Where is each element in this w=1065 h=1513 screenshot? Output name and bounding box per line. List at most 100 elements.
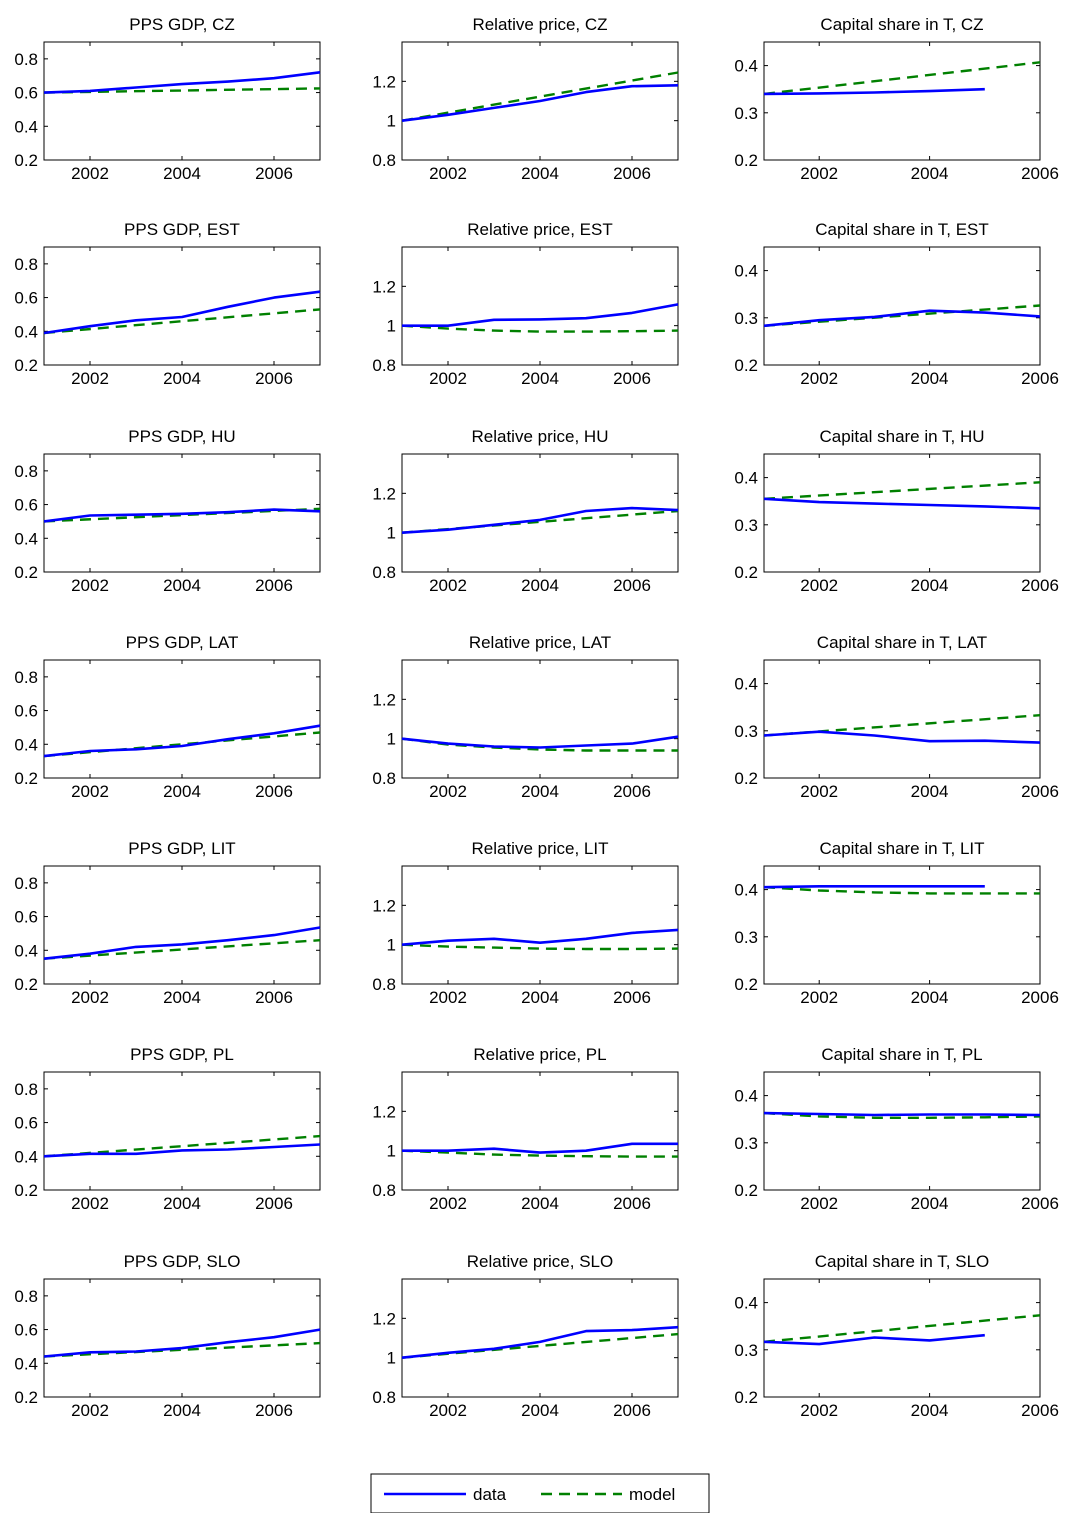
chart-title: PPS GDP, PL [130, 1045, 234, 1064]
y-tick-label: 0.2 [14, 356, 38, 375]
series-line-data [43, 71, 321, 94]
y-tick-label: 0.4 [734, 1294, 758, 1313]
x-tick-label: 2002 [800, 164, 838, 183]
x-tick-label: 2004 [911, 369, 949, 388]
y-tick-label: 0.2 [734, 769, 758, 788]
x-tick-label: 2004 [521, 782, 559, 801]
y-tick-label: 0.2 [734, 1181, 758, 1200]
chart-panel: Capital share in T, EST 2002 2004 2006 0.2 0.… [734, 220, 1059, 388]
x-tick-label: 2006 [1021, 1401, 1059, 1420]
x-tick-label: 2002 [71, 369, 109, 388]
x-tick-label: 2002 [71, 782, 109, 801]
series-line-data [763, 1333, 985, 1346]
plot-area [763, 246, 1041, 366]
y-tick-label: 0.3 [734, 1341, 758, 1360]
plot-area [763, 453, 1041, 573]
plot-area [401, 246, 679, 366]
y-tick-label: 0.4 [14, 941, 38, 960]
series-line-data [401, 928, 679, 946]
y-tick-label: 1 [387, 730, 396, 749]
plot-area [763, 1071, 1041, 1191]
x-tick-label: 2004 [911, 576, 949, 595]
plot-area [43, 865, 321, 985]
plot-area [763, 659, 1041, 779]
y-tick-label: 0.6 [14, 496, 38, 515]
y-tick-label: 0.6 [14, 1114, 38, 1133]
x-tick-label: 2006 [1021, 576, 1059, 595]
y-tick-label: 0.8 [14, 1287, 38, 1306]
series-line-model [43, 1341, 321, 1358]
x-tick-label: 2002 [429, 988, 467, 1007]
plot-area [401, 1278, 679, 1398]
series-line-data [43, 290, 321, 335]
chart-title: Capital share in T, EST [815, 220, 989, 239]
chart-panel: Relative price, CZ 2002 2004 2006 0.8 1 1.2 [372, 15, 679, 183]
chart-panel: Relative price, PL 2002 2004 2006 0.8 1 1.2 [372, 1045, 679, 1213]
x-tick-label: 2006 [1021, 164, 1059, 183]
plot-area [43, 1278, 321, 1398]
y-tick-label: 0.2 [734, 975, 758, 994]
y-tick-label: 0.4 [14, 735, 38, 754]
y-tick-label: 0.2 [14, 975, 38, 994]
plot-area [763, 41, 1041, 161]
plot-area [43, 659, 321, 779]
chart-panel: Capital share in T, PL 2002 2004 2006 0.2 0.3… [734, 1045, 1059, 1213]
chart-panel: PPS GDP, LIT 2002 2004 2006 0.2 0.4 0.6 0.8 [14, 839, 321, 1007]
x-tick-label: 2006 [255, 782, 293, 801]
y-tick-label: 0.4 [14, 117, 38, 136]
x-tick-label: 2002 [71, 164, 109, 183]
y-tick-label: 0.4 [14, 322, 38, 341]
plot-area [43, 41, 321, 161]
series-line-data [43, 508, 321, 523]
plot-area [43, 246, 321, 366]
y-tick-label: 0.3 [734, 104, 758, 123]
chart-title: PPS GDP, CZ [129, 15, 235, 34]
chart-title: PPS GDP, LAT [126, 633, 239, 652]
y-tick-label: 0.3 [734, 722, 758, 741]
y-tick-label: 0.2 [14, 151, 38, 170]
y-tick-label: 0.3 [734, 928, 758, 947]
chart-panel: Relative price, HU 2002 2004 2006 0.8 1 1.2 [372, 427, 679, 595]
x-tick-label: 2006 [613, 576, 651, 595]
series-line-data [43, 1328, 321, 1358]
chart-title: Relative price, CZ [472, 15, 607, 34]
chart-panel: PPS GDP, LAT 2002 2004 2006 0.2 0.4 0.6 0.8 [14, 633, 321, 801]
y-tick-label: 1.2 [372, 277, 396, 296]
y-tick-label: 0.2 [734, 356, 758, 375]
series-line-model [401, 943, 679, 951]
series-line-data [401, 1325, 679, 1359]
chart-title: Capital share in T, CZ [820, 15, 983, 34]
y-tick-label: 0.8 [14, 874, 38, 893]
series-line-model [763, 886, 1040, 895]
chart-title: Capital share in T, SLO [815, 1252, 990, 1271]
chart-panel: Capital share in T, HU 2002 2004 2006 0.2 0.3… [734, 427, 1059, 595]
chart-title: Relative price, LAT [469, 633, 611, 652]
chart-panel: Relative price, LAT 2002 2004 2006 0.8 1 1.2 [372, 633, 679, 801]
chart-panel: Relative price, LIT 2002 2004 2006 0.8 1 1.2 [372, 839, 679, 1007]
y-tick-label: 0.8 [372, 563, 396, 582]
x-tick-label: 2006 [255, 369, 293, 388]
y-tick-label: 0.3 [734, 309, 758, 328]
chart-title: Relative price, LIT [472, 839, 609, 858]
legend-label-data: data [473, 1485, 507, 1504]
chart-panel: PPS GDP, HU 2002 2004 2006 0.2 0.4 0.6 0.8 [14, 427, 321, 595]
series-line-data [763, 730, 1041, 744]
x-tick-label: 2002 [429, 782, 467, 801]
x-tick-label: 2002 [800, 782, 838, 801]
y-tick-label: 0.4 [734, 469, 758, 488]
y-tick-label: 0.6 [14, 1321, 38, 1340]
y-tick-label: 0.6 [14, 702, 38, 721]
x-tick-label: 2006 [255, 576, 293, 595]
y-tick-label: 0.4 [14, 529, 38, 548]
x-tick-label: 2004 [521, 988, 559, 1007]
x-tick-label: 2002 [71, 1401, 109, 1420]
chart-title: PPS GDP, HU [128, 427, 235, 446]
legend-label-model: model [629, 1485, 675, 1504]
y-tick-label: 0.8 [372, 151, 396, 170]
y-tick-label: 0.8 [14, 668, 38, 687]
y-tick-label: 1.2 [372, 896, 396, 915]
x-tick-label: 2006 [255, 164, 293, 183]
y-tick-label: 0.8 [372, 1388, 396, 1407]
y-tick-label: 1.2 [372, 1102, 396, 1121]
